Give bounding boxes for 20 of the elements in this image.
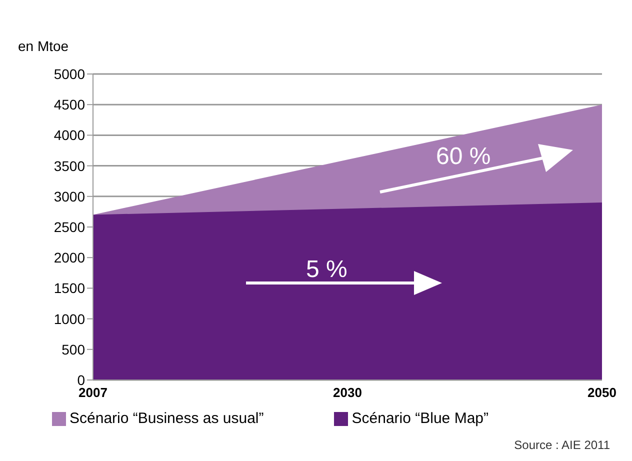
legend-label: Scénario “Business as usual”: [70, 410, 264, 427]
y-tick-label: 5000: [54, 66, 86, 82]
y-tick-label: 500: [62, 341, 86, 358]
source-note: Source : AIE 2011: [514, 438, 610, 452]
y-tick-label: 2000: [54, 250, 86, 266]
x-tick-label: 2030: [333, 385, 362, 400]
y-tick-label: 4000: [54, 127, 86, 144]
y-tick-label: 4500: [54, 96, 86, 113]
y-axis-title: en Mtoe: [18, 38, 69, 54]
x-tick-label: 2050: [588, 385, 616, 400]
y-tick-label: 2500: [54, 218, 86, 235]
y-tick-label: 3500: [54, 158, 86, 174]
y-tick-label: 1000: [54, 310, 86, 327]
y-tick-label: 3000: [54, 188, 86, 204]
annotation: 60 %: [436, 143, 491, 171]
legend-label: Scénario “Blue Map”: [352, 410, 488, 427]
y-tick-label: 1500: [54, 280, 86, 296]
y-tick-label: 0: [77, 372, 86, 388]
x-tick-label: 2007: [78, 385, 108, 400]
annotation: 5 %: [306, 256, 348, 284]
